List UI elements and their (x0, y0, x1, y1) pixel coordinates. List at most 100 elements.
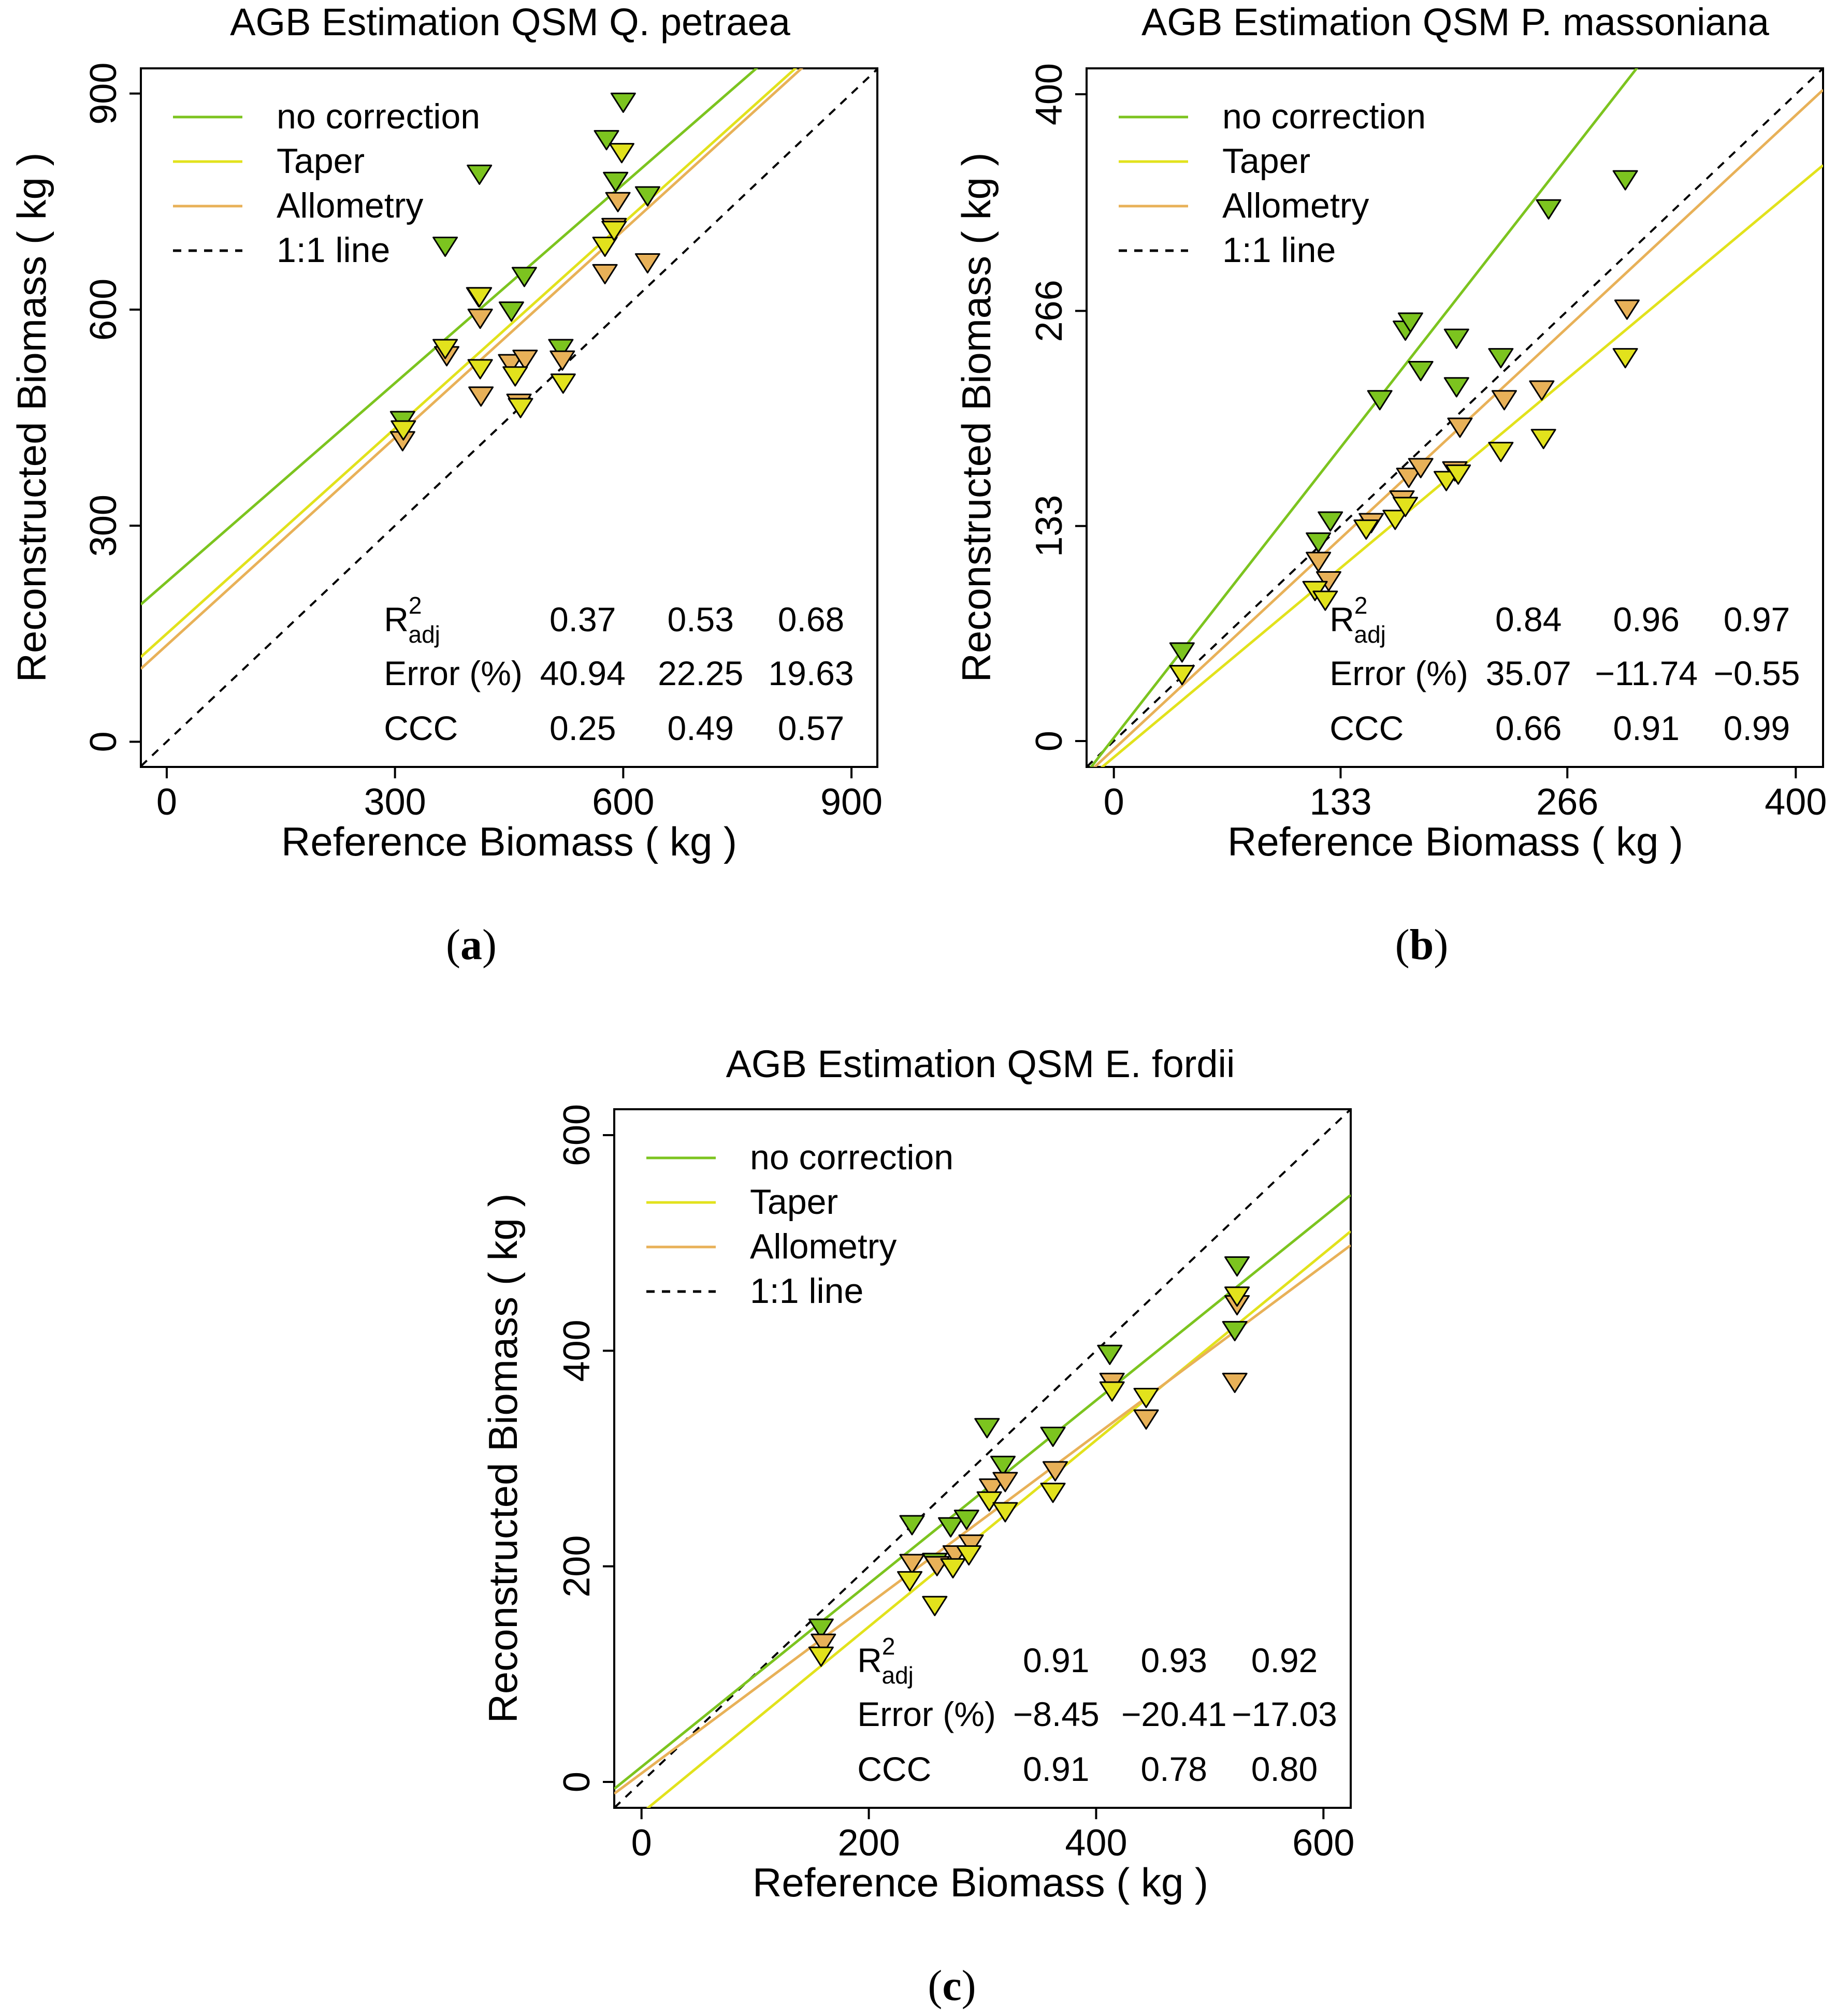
x-axis-label: Reference Biomass ( kg ) (1227, 819, 1683, 864)
stats-value-error: −0.55 (1714, 654, 1800, 692)
caption-close-paren: ) (482, 921, 497, 969)
stats-error-label: Error (%) (857, 1695, 996, 1733)
stats-ccc-label: CCC (1329, 709, 1404, 747)
fit-line-taper (646, 1230, 1351, 1808)
y-tick-label: 300 (83, 495, 124, 557)
data-point-taper (956, 1545, 982, 1566)
stats-error-label: Error (%) (384, 654, 523, 692)
data-point-no-correction (548, 339, 574, 359)
stats-value-r2: 0.92 (1251, 1641, 1318, 1679)
legend-label: no correction (1222, 97, 1426, 136)
r2-sup: 2 (1354, 592, 1368, 619)
plot-area (141, 68, 877, 767)
x-tick-label: 0 (156, 781, 177, 823)
y-axis-label: Reconstructed Biomass ( kg ) (480, 1193, 526, 1723)
stats-value-ccc: 0.91 (1613, 709, 1679, 747)
legend-label: Taper (1222, 141, 1310, 181)
r2-base: R (384, 600, 409, 639)
data-point-allometry (811, 1633, 836, 1654)
data-point-no-correction (467, 164, 493, 185)
stats-value-ccc: 0.91 (1023, 1750, 1089, 1788)
data-point-allometry (468, 386, 494, 407)
y-tick-label: 0 (556, 1772, 598, 1792)
chart-title: AGB Estimation QSM E. fordii (726, 1042, 1235, 1085)
x-tick-label: 400 (1765, 781, 1827, 823)
panel-b: AGB Estimation QSM P. massoniana 0 133 266… (953, 1, 1827, 969)
stats-value-error: −20.41 (1121, 1695, 1227, 1733)
stats-table: R2 adj Error (%) CCC 0.84 0.96 0.97 35.07 −11.74… (1329, 592, 1800, 747)
data-point-no-correction (1222, 1321, 1248, 1342)
data-point-taper (1040, 1483, 1066, 1503)
data-point-taper (467, 287, 493, 308)
data-point-no-correction (432, 236, 458, 257)
stats-ccc-label: CCC (857, 1750, 931, 1788)
data-point-taper (1434, 471, 1459, 491)
stats-value-error: 35.07 (1486, 654, 1571, 692)
data-point-allometry (467, 309, 493, 329)
data-point-taper (502, 366, 528, 387)
data-point-taper (550, 373, 576, 394)
data-point-taper (922, 1596, 948, 1616)
data-point-taper (1445, 464, 1471, 485)
stats-value-r2: 0.53 (667, 600, 733, 639)
data-point-taper (1530, 429, 1556, 449)
stats-value-ccc: 0.99 (1724, 709, 1790, 747)
stats-value-r2: 0.93 (1140, 1641, 1207, 1679)
r2-base: R (1329, 600, 1354, 639)
x-tick-label: 600 (592, 781, 654, 823)
stats-r2-label: R2 adj (384, 592, 440, 648)
data-point-taper (1353, 519, 1379, 540)
x-tick-label: 400 (1065, 1822, 1127, 1864)
data-point-no-correction (1397, 312, 1423, 333)
panel-c: AGB Estimation QSM E. fordii 0 200 400 6000… (480, 1042, 1354, 2010)
data-point-taper (467, 359, 493, 380)
axis-ticks: 0 133 266 400 0 133 266 400 (1029, 63, 1827, 823)
data-point-no-correction (634, 186, 660, 207)
data-point-no-correction (1367, 390, 1393, 411)
data-point-no-correction (938, 1517, 964, 1538)
data-point-no-correction (899, 1515, 925, 1535)
legend-label: 1:1 line (277, 230, 390, 270)
data-point-allometry (1222, 1372, 1248, 1393)
data-point-no-correction (808, 1618, 834, 1639)
data-point-no-correction (1612, 170, 1638, 191)
stats-value-r2: 0.97 (1724, 600, 1790, 639)
fit-line-allometry (614, 1244, 1351, 1795)
legend: no correction Taper Allometry 1:1 line (1119, 97, 1426, 270)
data-point-allometry (512, 350, 538, 370)
data-point-no-correction (974, 1418, 1000, 1439)
stats-value-error: 19.63 (768, 654, 854, 692)
x-axis-label: Reference Biomass ( kg ) (281, 819, 737, 864)
stats-value-error: −17.03 (1232, 1695, 1337, 1733)
data-point-allometry (592, 264, 618, 284)
plot-area (614, 1109, 1351, 1808)
data-point-no-correction (1306, 532, 1332, 553)
stats-value-ccc: 0.25 (550, 709, 616, 747)
r2-sub: adj (882, 1662, 914, 1689)
y-tick-label: 133 (1029, 495, 1070, 557)
data-point-taper (1312, 590, 1338, 611)
data-point-allometry (605, 192, 631, 212)
fit-line-allometry (1093, 89, 1823, 767)
plot-frame (1086, 67, 1824, 768)
caption-close-paren: ) (962, 1962, 976, 2010)
data-point-allometry (1306, 552, 1332, 572)
stats-value-ccc: 0.80 (1251, 1750, 1318, 1788)
y-tick-label: 200 (556, 1535, 598, 1598)
x-tick-label: 0 (1104, 781, 1124, 823)
data-point-allometry (634, 253, 660, 274)
r2-sup: 2 (409, 592, 422, 619)
legend-label: Allometry (277, 186, 423, 225)
fit-line-allometry (141, 68, 804, 670)
caption-close-paren: ) (1434, 921, 1448, 969)
legend-label: 1:1 line (750, 1271, 863, 1311)
legend: no correction Taper Allometry 1:1 line (646, 1138, 953, 1311)
legend-label: Taper (277, 141, 365, 181)
stats-table: R2 adj Error (%) CCC 0.91 0.93 0.92 −8.45 −20.41… (857, 1633, 1337, 1788)
data-point-no-correction (990, 1456, 1016, 1476)
data-point-no-correction (953, 1510, 979, 1530)
data-point-taper (940, 1558, 966, 1579)
data-point-allometry (498, 354, 524, 374)
data-point-taper (1133, 1387, 1159, 1409)
